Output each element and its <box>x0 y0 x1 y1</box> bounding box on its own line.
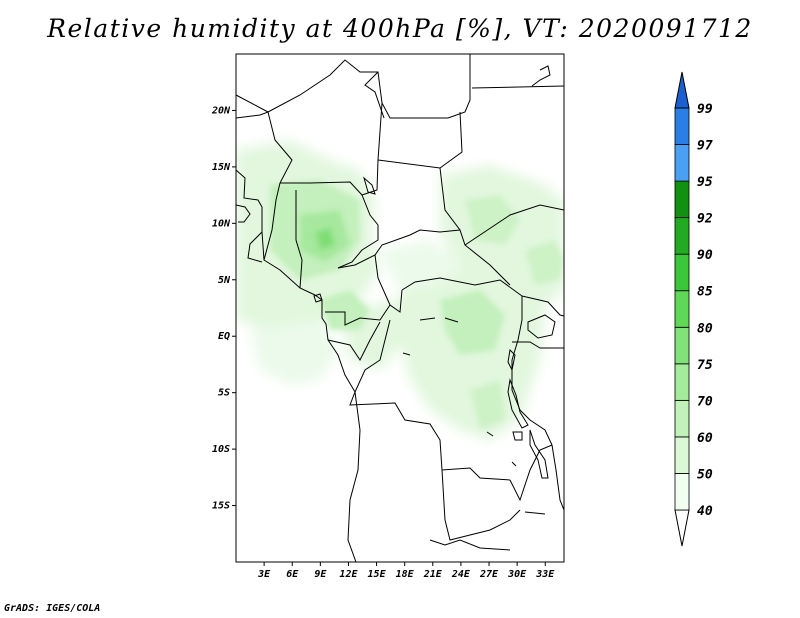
colorbar-bin <box>674 217 690 255</box>
colorbar-label: 75 <box>697 358 713 373</box>
lon-tick-label: 24E <box>451 569 471 580</box>
lon-tick-label: 33E <box>535 569 555 580</box>
lon-tick-label: 9E <box>314 569 327 580</box>
colorbar-bin <box>674 473 690 511</box>
colorbar-label: 97 <box>697 139 713 154</box>
colorbar-label: 92 <box>697 212 713 227</box>
lon-tick-label: 15E <box>368 569 387 580</box>
colorbar-label: 80 <box>697 321 713 336</box>
colorbar-high-cap <box>674 71 690 109</box>
map-frame <box>235 53 565 563</box>
colorbar-bin <box>674 326 690 365</box>
colorbar-bin <box>674 436 690 474</box>
lon-tick-label: 6E <box>286 569 299 580</box>
colorbar-label: 95 <box>697 175 713 190</box>
lon-tick-label: 27E <box>479 569 499 580</box>
colorbar-label: 99 <box>697 102 713 117</box>
colorbar-label: 60 <box>697 431 713 446</box>
longitude-axis: 3E 6E 9E 12E 15E 18E 21E 24E 27E 30E 33E <box>257 562 555 580</box>
colorbar-label: 70 <box>697 394 713 409</box>
lat-tick-label: 15N <box>212 162 231 173</box>
lat-tick-label: 10N <box>212 218 231 229</box>
lat-tick-label: EQ <box>218 331 230 342</box>
lat-tick-label: 15S <box>212 501 230 512</box>
lon-tick-label: 12E <box>339 569 358 580</box>
lat-tick-label: 5N <box>218 275 231 286</box>
colorbar-bin <box>674 363 690 401</box>
colorbar-label: 85 <box>697 285 713 300</box>
colorbar-bin <box>674 144 690 182</box>
colorbar-bin <box>674 180 690 219</box>
colorbar-label: 90 <box>697 248 713 263</box>
lon-tick-label: 18E <box>396 569 415 580</box>
colorbar-low-cap <box>674 509 690 547</box>
lon-tick-label: 3E <box>257 569 271 580</box>
lat-tick-label: 10S <box>212 444 230 455</box>
colorbar-label: 50 <box>697 467 713 482</box>
lon-tick-label: 21E <box>423 569 443 580</box>
humidity-field <box>236 140 564 440</box>
colorbar-bin <box>674 399 690 438</box>
latitude-axis: 20N 15N 10N 5N EQ 5S 10S 15S <box>211 105 236 512</box>
colorbar-label: 40 <box>697 504 713 519</box>
colorbar-bin <box>674 253 690 292</box>
map-title: Relative humidity at 400hPa [%], VT: 202… <box>47 14 753 43</box>
colorbar-bin <box>674 290 690 328</box>
footer-credit: GrADS: IGES/COLA <box>4 603 101 614</box>
country-borders <box>236 54 564 562</box>
lat-tick-label: 5S <box>218 388 230 399</box>
colorbar-bin <box>674 107 690 145</box>
colorbar: 40 50 60 70 75 80 85 90 92 95 97 99 <box>674 71 713 547</box>
lat-tick-label: 20N <box>211 105 231 116</box>
lon-tick-label: 30E <box>507 569 527 580</box>
